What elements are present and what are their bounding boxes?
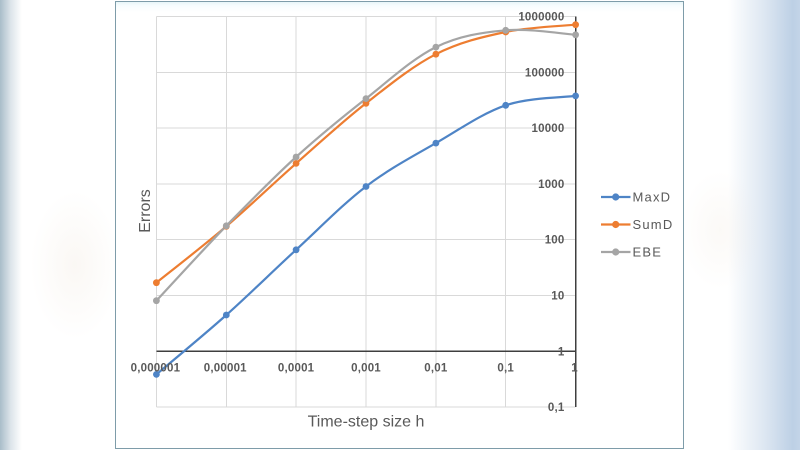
svg-text:0,001: 0,001 — [351, 363, 381, 375]
svg-text:1: 1 — [558, 346, 565, 358]
svg-text:SumD: SumD — [633, 217, 674, 232]
svg-text:0,0001: 0,0001 — [278, 363, 315, 375]
svg-text:EBE: EBE — [633, 245, 663, 260]
svg-text:1: 1 — [571, 363, 578, 375]
svg-text:0,1: 0,1 — [548, 402, 565, 414]
svg-text:100: 100 — [545, 235, 565, 247]
svg-text:0,1: 0,1 — [497, 363, 514, 375]
svg-text:MaxD: MaxD — [633, 190, 672, 205]
svg-text:0,000001: 0,000001 — [131, 363, 181, 375]
svg-text:10000: 10000 — [532, 123, 565, 135]
svg-text:Time-step size h: Time-step size h — [308, 414, 425, 431]
svg-text:Errors: Errors — [137, 189, 154, 233]
svg-text:1000: 1000 — [538, 179, 564, 191]
svg-text:0,01: 0,01 — [424, 363, 448, 375]
svg-text:0,00001: 0,00001 — [204, 363, 247, 375]
svg-text:1000000: 1000000 — [518, 12, 564, 24]
svg-text:100000: 100000 — [525, 67, 565, 79]
svg-text:10: 10 — [551, 291, 564, 303]
